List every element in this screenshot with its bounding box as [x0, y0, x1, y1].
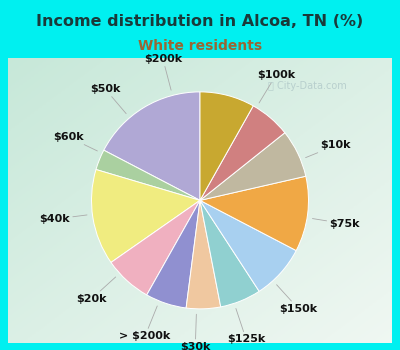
Text: $125k: $125k [227, 308, 265, 344]
Text: $100k: $100k [257, 70, 295, 103]
Wedge shape [200, 106, 285, 200]
Wedge shape [92, 169, 200, 262]
Wedge shape [200, 92, 253, 200]
Wedge shape [200, 133, 306, 200]
Text: $60k: $60k [53, 132, 97, 151]
Text: $20k: $20k [76, 277, 116, 304]
Text: > $200k: > $200k [120, 306, 171, 341]
Wedge shape [96, 150, 200, 200]
Text: Ⓢ City-Data.com: Ⓢ City-Data.com [268, 81, 347, 91]
Text: $150k: $150k [276, 285, 318, 314]
Wedge shape [200, 200, 259, 307]
Wedge shape [186, 200, 221, 309]
Wedge shape [147, 200, 200, 308]
Wedge shape [104, 92, 200, 200]
Wedge shape [111, 200, 200, 295]
Wedge shape [200, 176, 308, 251]
Text: $50k: $50k [90, 84, 126, 114]
Text: $40k: $40k [40, 214, 87, 224]
Text: $30k: $30k [180, 314, 210, 350]
Text: White residents: White residents [138, 39, 262, 53]
Text: $75k: $75k [312, 218, 360, 229]
Wedge shape [200, 200, 296, 291]
Text: Income distribution in Alcoa, TN (%): Income distribution in Alcoa, TN (%) [36, 14, 364, 29]
Text: $200k: $200k [144, 54, 182, 90]
Text: $10k: $10k [306, 140, 351, 158]
